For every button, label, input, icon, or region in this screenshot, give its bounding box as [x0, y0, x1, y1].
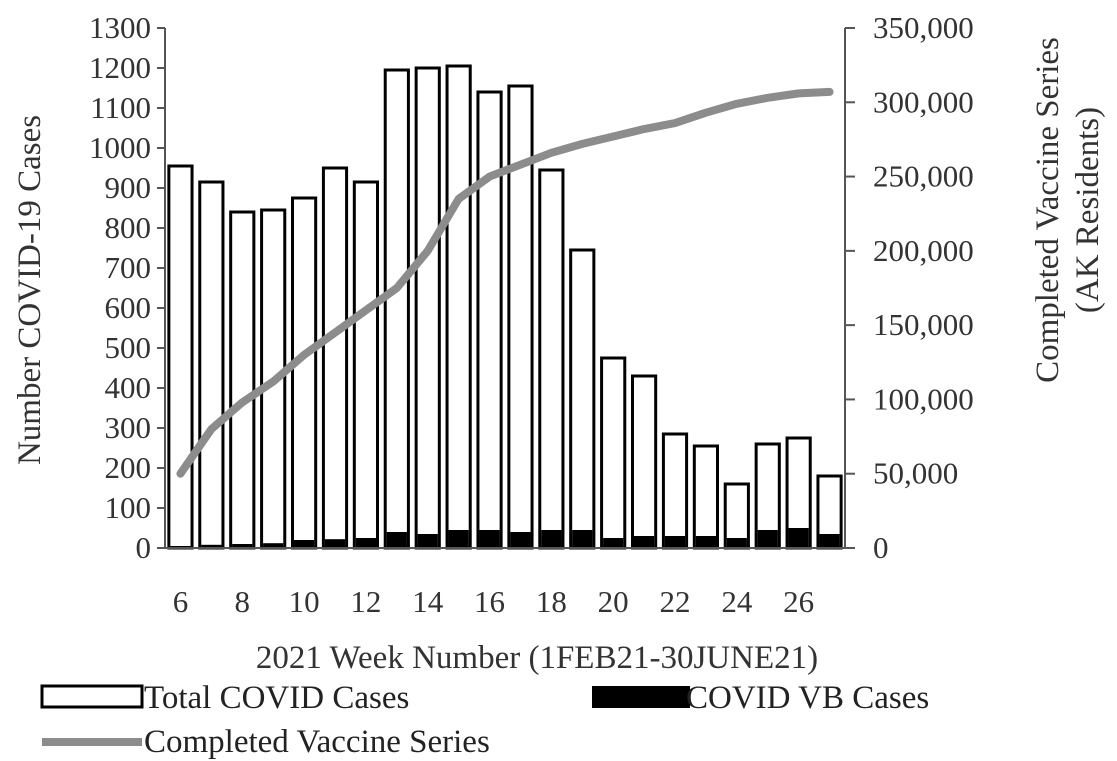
bar-vb-cases-week-11 [324, 539, 346, 548]
left-tick-label: 1300 [89, 10, 151, 45]
bar-vb-cases-week-17 [510, 532, 531, 548]
line-completed-vaccine-series [176, 87, 834, 478]
right-tick-label: 100,000 [873, 381, 974, 416]
x-axis-ticks: 6 8 10 12 14 16 18 20 22 24 26 [173, 584, 814, 619]
bar-vb-cases-week-26 [788, 528, 809, 548]
x-tick-label-week-8: 8 [235, 584, 251, 619]
legend-swatch-total-cases [40, 684, 144, 709]
left-tick-label: 1100 [90, 90, 151, 125]
bar-vb-cases-week-10 [294, 540, 315, 548]
legend: Total COVID Cases COVID VB Cases Complet… [40, 680, 929, 760]
bar-vb-cases-week-16 [479, 530, 500, 548]
bar-vb-cases-week-19 [572, 530, 593, 548]
bar-total-cases-week-10 [291, 196, 318, 550]
right-tick-label: 200,000 [873, 233, 974, 268]
bar-vb-cases-week-25 [757, 530, 778, 548]
legend-label-total-cases: Total COVID Cases [144, 680, 409, 716]
left-tick-label: 1000 [89, 130, 151, 165]
bar-vb-cases-week-27 [819, 534, 840, 548]
bar-vb-cases-week-9 [263, 543, 284, 548]
left-tick-label: 800 [105, 210, 152, 245]
bar-total-cases-week-15 [445, 64, 472, 550]
bar-total-cases-week-11 [321, 166, 349, 550]
right-tick-label: 50,000 [873, 456, 958, 491]
y-axis-title: Number COVID-19 Cases [12, 115, 48, 465]
x-tick-label-week-12: 12 [350, 584, 381, 619]
bar-total-cases-week-8 [229, 210, 256, 550]
bar-total-cases-week-7 [198, 180, 225, 550]
right-tick-label: 300,000 [873, 84, 974, 119]
x-tick-label-week-26: 26 [783, 584, 814, 619]
x-tick-label-week-20: 20 [598, 584, 629, 619]
bar-vb-cases-week-14 [417, 534, 438, 548]
left-tick-label: 900 [105, 170, 152, 205]
bar-total-cases-week-6 [167, 164, 194, 550]
bar-total-cases-week-19 [569, 248, 596, 550]
x-tick-label-week-14: 14 [412, 584, 444, 619]
legend-label-vaccine-series: Completed Vaccine Series [144, 724, 490, 760]
bar-total-cases-week-12 [352, 180, 379, 550]
left-tick-label: 700 [105, 250, 152, 285]
left-tick-label: 400 [105, 370, 152, 405]
right-axis-ticks: 0 50,000 100,000 150,000 200,000 250,000 300,0… [845, 10, 974, 565]
right-axis-title-line2: (AK Residents) [1070, 107, 1106, 313]
left-axis-ticks: 0 100 200 300 400 500 600 700 800 900 1000 1100 1200… [89, 10, 165, 565]
bar-total-cases-week-21 [631, 374, 658, 550]
bar-vb-cases-week-15 [448, 530, 469, 548]
bar-vb-cases-week-22 [664, 536, 686, 548]
bar-total-cases-week-20 [600, 356, 627, 550]
bar-total-cases-week-16 [476, 90, 503, 550]
left-tick-label: 1200 [89, 50, 151, 85]
x-tick-label-week-10: 10 [289, 584, 320, 619]
bar-total-cases-week-17 [507, 84, 534, 550]
bar-vb-cases-week-23 [695, 536, 716, 548]
right-tick-label: 350,000 [873, 10, 974, 45]
legend-swatch-vb-cases [592, 686, 690, 708]
plot-bars [167, 64, 843, 550]
bar-total-cases-week-14 [414, 66, 441, 550]
bar-vb-cases-week-13 [386, 532, 407, 548]
left-tick-label: 100 [105, 490, 152, 525]
bar-total-cases-week-13 [383, 68, 410, 550]
bar-total-cases-week-23 [692, 444, 719, 550]
left-tick-label: 0 [136, 530, 152, 565]
bar-vb-cases-week-12 [355, 538, 376, 548]
bar-vb-cases-week-21 [634, 536, 655, 548]
bar-vb-cases-week-24 [726, 538, 747, 548]
x-tick-label-week-16: 16 [474, 584, 505, 619]
right-tick-label: 0 [873, 530, 889, 565]
right-axis-title-line1: Completed Vaccine Series [1030, 37, 1066, 383]
bar-total-cases-week-22 [661, 432, 689, 550]
left-tick-label: 600 [105, 290, 152, 325]
bar-vb-cases-week-18 [541, 530, 562, 548]
legend-label-vb-cases: COVID VB Cases [686, 680, 929, 716]
axes [164, 28, 846, 549]
left-tick-label: 200 [105, 450, 152, 485]
left-tick-label: 500 [105, 330, 152, 365]
plot-line [176, 87, 834, 478]
bar-total-cases-week-18 [538, 168, 565, 550]
right-tick-label: 150,000 [873, 307, 974, 342]
bar-vb-cases-week-20 [603, 538, 624, 548]
bar-vb-cases-week-7 [201, 544, 222, 548]
right-tick-label: 250,000 [873, 159, 974, 194]
x-tick-label-week-18: 18 [536, 584, 567, 619]
x-tick-label-week-6: 6 [173, 584, 189, 619]
x-tick-label-week-22: 22 [660, 584, 691, 619]
x-axis-title: 2021 Week Number (1FEB21-30JUNE21) [256, 640, 818, 676]
left-tick-label: 300 [105, 410, 152, 445]
x-tick-label-week-24: 24 [721, 584, 753, 619]
bar-vb-cases-week-8 [232, 544, 253, 548]
